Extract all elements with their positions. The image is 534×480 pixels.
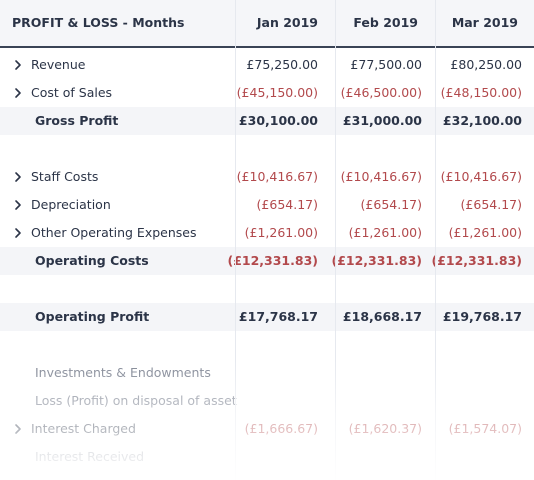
value-cell: £30,100.00 — [238, 113, 318, 128]
row-label: Staff Costs — [31, 169, 99, 184]
row-label: Investments & Endowments — [35, 365, 211, 380]
value-cell: (£48,150.00) — [440, 85, 522, 100]
value-cell: £77,500.00 — [350, 57, 422, 72]
value-cell: £32,100.00 — [442, 113, 522, 128]
value-cell: (£1,574.07) — [448, 421, 522, 436]
table-header: PROFIT & LOSS - Months Jan 2019 Feb 2019… — [0, 0, 534, 48]
column-divider — [335, 0, 336, 480]
value-cell: £17,768.17 — [238, 309, 318, 324]
table-title: PROFIT & LOSS - Months — [12, 15, 185, 30]
chevron-right-icon[interactable] — [12, 423, 24, 435]
value-cell: (£46,500.00) — [340, 85, 422, 100]
table-row[interactable]: Other Operating Expenses (£1,261.00) (£1,2… — [0, 219, 534, 247]
column-divider — [235, 0, 236, 480]
table-row[interactable]: Interest Charged (£1,666.67) (£1,620.37) (£… — [0, 415, 534, 443]
value-cell: (£1,666.67) — [244, 421, 318, 436]
table-row: Operating Profit £17,768.17 £18,668.17 £19,… — [0, 303, 534, 331]
chevron-right-icon[interactable] — [12, 87, 24, 99]
value-cell: (£654.17) — [460, 197, 522, 212]
value-cell: (£1,261.00) — [244, 225, 318, 240]
value-cell: £19,768.17 — [442, 309, 522, 324]
row-label: Depreciation — [31, 197, 111, 212]
value-cell: (£1,261.00) — [348, 225, 422, 240]
value-cell: (£10,416.67) — [236, 169, 318, 184]
value-cell: £31,000.00 — [342, 113, 422, 128]
spacer-row — [0, 331, 534, 359]
table-row[interactable]: Staff Costs (£10,416.67) (£10,416.67) (£10,… — [0, 163, 534, 191]
table-row: Interest Received — [0, 443, 534, 471]
table-row[interactable]: Revenue £75,250.00 £77,500.00 £80,250.00 — [0, 51, 534, 79]
table-row: Gross Profit £30,100.00 £31,000.00 £32,100.… — [0, 107, 534, 135]
spacer-row — [0, 275, 534, 303]
value-cell: (£1,620.37) — [348, 421, 422, 436]
column-header-feb[interactable]: Feb 2019 — [353, 15, 418, 30]
chevron-right-icon[interactable] — [12, 199, 24, 211]
row-label: Loss (Profit) on disposal of asset — [35, 393, 237, 408]
table-row[interactable]: Depreciation (£654.17) (£654.17) (£654.17) — [0, 191, 534, 219]
value-cell: £75,250.00 — [246, 57, 318, 72]
row-label: Cost of Sales — [31, 85, 113, 100]
value-cell: £18,668.17 — [342, 309, 422, 324]
row-label: Operating Costs — [35, 253, 149, 268]
row-label: Gross Profit — [35, 113, 119, 128]
row-label: Operating Profit — [35, 309, 150, 324]
table-row: Investments & Endowments — [0, 359, 534, 387]
column-header-mar[interactable]: Mar 2019 — [451, 15, 518, 30]
value-cell: £80,250.00 — [450, 57, 522, 72]
row-label: Revenue — [31, 57, 86, 72]
table-row[interactable]: Cost of Sales (£45,150.00) (£46,500.00) (£4… — [0, 79, 534, 107]
value-cell: (£654.17) — [360, 197, 422, 212]
column-divider — [435, 0, 436, 480]
value-cell: (£10,416.67) — [440, 169, 522, 184]
spacer-row — [0, 135, 534, 163]
chevron-right-icon[interactable] — [12, 59, 24, 71]
value-cell: (£12,331.83) — [431, 253, 522, 268]
value-cell: (£12,331.83) — [227, 253, 318, 268]
value-cell: (£10,416.67) — [340, 169, 422, 184]
table-row: Operating Costs (£12,331.83) (£12,331.83) (… — [0, 247, 534, 275]
value-cell: (£45,150.00) — [236, 85, 318, 100]
chevron-right-icon[interactable] — [12, 171, 24, 183]
column-header-jan[interactable]: Jan 2019 — [256, 15, 318, 30]
table-row: Loss (Profit) on disposal of asset — [0, 387, 534, 415]
row-label: Interest Charged — [31, 421, 136, 436]
value-cell: (£12,331.83) — [331, 253, 422, 268]
chevron-right-icon[interactable] — [12, 227, 24, 239]
value-cell: (£654.17) — [256, 197, 318, 212]
row-label: Other Operating Expenses — [31, 225, 197, 240]
value-cell: (£1,261.00) — [448, 225, 522, 240]
row-label: Interest Received — [35, 449, 145, 464]
